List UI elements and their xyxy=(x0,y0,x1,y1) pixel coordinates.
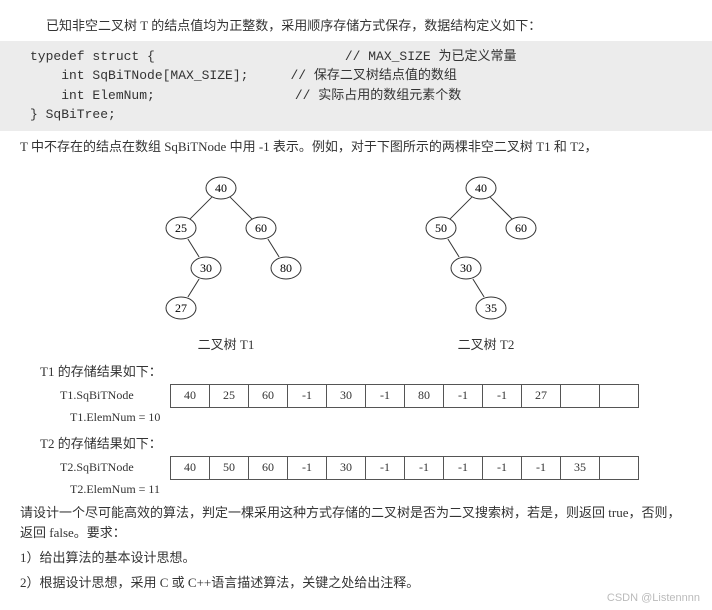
t1-num: T1.ElemNum = 10 xyxy=(70,410,692,425)
tree2-caption: 二叉树 T2 xyxy=(386,334,586,353)
array-cell: 30 xyxy=(327,456,366,479)
array-cell: 60 xyxy=(249,456,288,479)
array-cell: -1 xyxy=(483,384,522,407)
t2-label: T2 的存储结果如下： xyxy=(40,433,692,452)
array-cell: 25 xyxy=(210,384,249,407)
array-cell: -1 xyxy=(288,384,327,407)
array-cell: 30 xyxy=(327,384,366,407)
t1-row: T1.SqBiTNode 402560-130-180-1-127 xyxy=(60,384,692,408)
req1: 1）给出算法的基本设计思想。 xyxy=(20,548,692,569)
array-cell: -1 xyxy=(366,384,405,407)
code-l3a: int ElemNum; xyxy=(30,88,155,103)
code-l2b: // 保存二叉树结点值的数组 xyxy=(290,66,456,86)
t2-num: T2.ElemNum = 11 xyxy=(70,482,692,497)
array-cell: 27 xyxy=(522,384,561,407)
svg-text:60: 60 xyxy=(255,221,267,235)
trees-container: 40 25 60 30 80 27 二叉树 T1 40 50 60 30 35 二叉树 T2 xyxy=(20,170,692,353)
array-cell: 40 xyxy=(171,456,210,479)
array-cell xyxy=(561,384,600,407)
tree1-svg: 40 25 60 30 80 27 xyxy=(126,170,326,330)
array-cell xyxy=(600,456,639,479)
array-cell: -1 xyxy=(483,456,522,479)
tree1-caption: 二叉树 T1 xyxy=(126,334,326,353)
code-l1b: // MAX_SIZE 为已定义常量 xyxy=(345,47,517,67)
svg-text:27: 27 xyxy=(175,301,187,315)
svg-text:40: 40 xyxy=(475,181,487,195)
array-cell: 35 xyxy=(561,456,600,479)
array-cell: 60 xyxy=(249,384,288,407)
req2: 2）根据设计思想，采用 C 或 C++语言描述算法，关键之处给出注释。 xyxy=(20,573,692,594)
svg-text:35: 35 xyxy=(485,301,497,315)
array-cell: -1 xyxy=(444,456,483,479)
array-cell: -1 xyxy=(405,456,444,479)
array-cell: 50 xyxy=(210,456,249,479)
array-cell: -1 xyxy=(522,456,561,479)
svg-text:30: 30 xyxy=(460,261,472,275)
t2-table: 405060-130-1-1-1-1-135 xyxy=(170,456,639,480)
svg-text:80: 80 xyxy=(280,261,292,275)
code-l3b: // 实际占用的数组元素个数 xyxy=(295,86,461,106)
code-block: typedef struct { // MAX_SIZE 为已定义常量 int S… xyxy=(0,41,712,131)
svg-text:25: 25 xyxy=(175,221,187,235)
code-l4: } SqBiTree; xyxy=(30,107,116,122)
t2-row: T2.SqBiTNode 405060-130-1-1-1-1-135 xyxy=(60,456,692,480)
para2: T 中不存在的结点在数组 SqBiTNode 中用 -1 表示。例如，对于下图所… xyxy=(20,137,692,158)
svg-text:60: 60 xyxy=(515,221,527,235)
intro-text: 已知非空二叉树 T 的结点值均为正整数，采用顺序存储方式保存，数据结构定义如下： xyxy=(20,16,692,37)
svg-text:30: 30 xyxy=(200,261,212,275)
array-cell xyxy=(600,384,639,407)
t1-name: T1.SqBiTNode xyxy=(60,388,170,403)
para3: 请设计一个尽可能高效的算法，判定一棵采用这种方式存储的二叉树是否为二叉搜索树，若… xyxy=(20,503,692,545)
t1-table: 402560-130-180-1-127 xyxy=(170,384,639,408)
t1-label: T1 的存储结果如下： xyxy=(40,361,692,380)
t2-name: T2.SqBiTNode xyxy=(60,460,170,475)
array-cell: -1 xyxy=(366,456,405,479)
array-cell: 80 xyxy=(405,384,444,407)
code-l1a: typedef struct { xyxy=(30,49,155,64)
array-cell: -1 xyxy=(444,384,483,407)
svg-text:50: 50 xyxy=(435,221,447,235)
code-l2a: int SqBiTNode[MAX_SIZE]; xyxy=(30,68,248,83)
tree2-svg: 40 50 60 30 35 xyxy=(386,170,586,330)
array-cell: -1 xyxy=(288,456,327,479)
watermark: CSDN @Listennnn xyxy=(607,592,700,604)
array-cell: 40 xyxy=(171,384,210,407)
svg-text:40: 40 xyxy=(215,181,227,195)
